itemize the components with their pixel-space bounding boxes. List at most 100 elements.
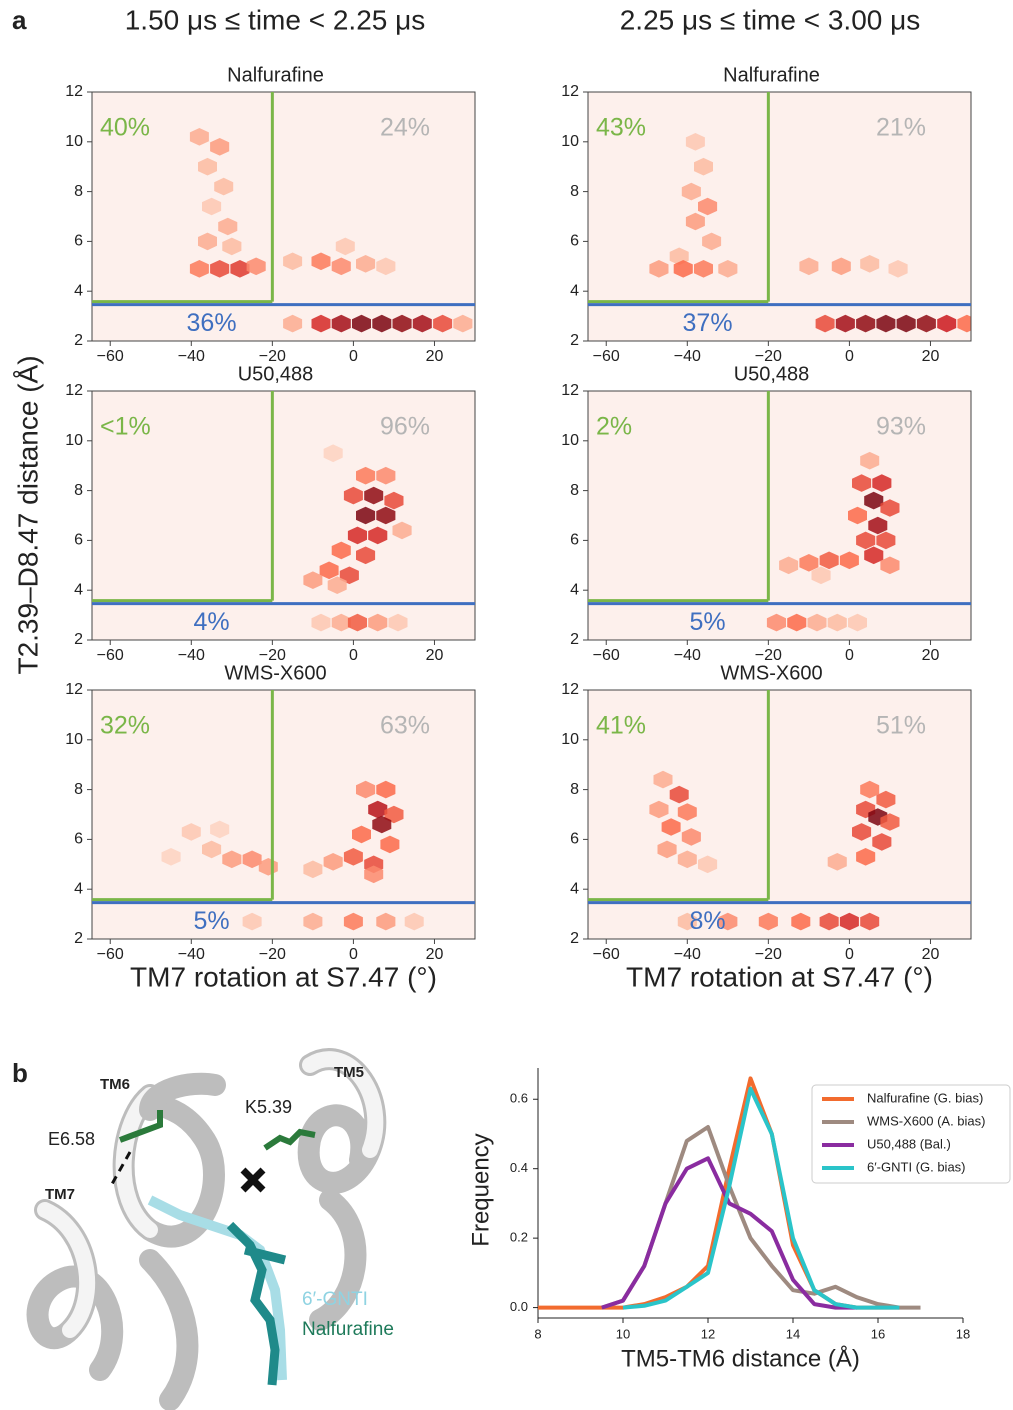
cells	[189, 128, 473, 333]
y-tick-label: 2	[74, 631, 83, 648]
hex-cell	[331, 541, 351, 560]
ligand	[226, 1221, 287, 1386]
x-tick-label: 0	[349, 647, 358, 664]
chart-title: WMS-X600	[224, 662, 326, 684]
legend-label: U50,488 (Bal.)	[867, 1136, 951, 1151]
y-tick-label: 2	[74, 332, 83, 349]
hex-cell	[831, 257, 851, 276]
hex-cell	[856, 531, 876, 550]
hex-cell	[368, 526, 388, 545]
x-tick-label: 20	[922, 946, 940, 963]
x-tick-label: −60	[593, 946, 620, 963]
hex-cell	[453, 314, 473, 333]
cells	[649, 133, 971, 333]
y-tick-label: 10	[561, 432, 579, 449]
x-tick-label: 8	[534, 1326, 541, 1341]
hex-cell	[880, 499, 900, 517]
y-tick-label: 8	[74, 183, 83, 200]
x-axis-label: TM7 rotation at S7.47 (°)	[626, 961, 933, 992]
hex-cell	[694, 157, 713, 176]
hex-cell	[327, 576, 347, 594]
hex-cell	[799, 554, 819, 572]
structure-label: TM6	[100, 1076, 130, 1093]
y-tick-label: 2	[570, 332, 579, 349]
hex-cell	[888, 260, 908, 278]
x-tick-label: 0	[845, 348, 854, 365]
hex-cell	[827, 613, 847, 632]
hex-cell	[957, 314, 971, 333]
hex-cell	[827, 853, 847, 871]
plot-background	[92, 92, 475, 341]
hex-cell	[698, 855, 718, 874]
y-tick-label: 2	[570, 930, 579, 947]
hex-cell	[868, 516, 888, 535]
plot-frame	[587, 689, 972, 940]
hex-cell	[404, 912, 424, 931]
plot-frame	[91, 390, 476, 641]
hex-cell	[368, 800, 388, 819]
hex-cell	[311, 314, 331, 333]
x-tick-label: −20	[755, 647, 782, 664]
y-tick-label: 12	[65, 382, 83, 399]
cells	[161, 780, 424, 931]
hex-cell	[210, 138, 230, 156]
y-tick-label: 12	[65, 681, 83, 698]
y-tick-label: 6	[570, 233, 579, 250]
region-label: 93%	[876, 413, 926, 441]
hex-cell	[364, 865, 384, 884]
hex-cell	[161, 848, 181, 866]
x-tick-label: −40	[178, 348, 205, 365]
y-tick-label: 0.6	[510, 1091, 528, 1106]
x-tick-label: −40	[674, 946, 701, 963]
column-title: 1.50 μs ≤ time < 2.25 μs	[125, 4, 426, 35]
hex-cell	[372, 815, 392, 834]
x-axis-label: TM7 rotation at S7.47 (°)	[130, 961, 437, 992]
hex-cell	[677, 912, 697, 931]
hex-cell	[718, 260, 738, 278]
panel-label: a	[12, 5, 27, 35]
hex-cell	[181, 823, 201, 841]
hex-cell	[339, 566, 359, 585]
hex-cell	[352, 314, 371, 333]
hex-cell	[685, 133, 705, 151]
x-tick-label: 20	[426, 946, 444, 963]
region-label: 96%	[380, 413, 430, 441]
hex-cell	[356, 780, 376, 799]
hex-cell	[283, 252, 303, 271]
y-axis-label: Frequency	[467, 1133, 494, 1246]
hex-cell	[815, 314, 835, 333]
x-tick-label: −60	[97, 946, 124, 963]
y-tick-label: 10	[65, 432, 83, 449]
hex-cell	[372, 314, 392, 333]
y-tick-label: 4	[74, 282, 83, 299]
x-tick-label: 0	[845, 946, 854, 963]
y-tick-label: 12	[561, 681, 579, 698]
hex-cell	[210, 260, 230, 278]
hex-cell	[384, 805, 404, 824]
hex-cell	[848, 506, 867, 525]
hex-cell	[343, 912, 363, 931]
hex-cell	[787, 613, 807, 632]
hex-cell	[876, 531, 896, 550]
hex-cell	[376, 506, 396, 525]
hex-cell	[685, 212, 705, 231]
panel-label: b	[12, 1058, 28, 1088]
hex-cell	[864, 546, 884, 565]
residue-stick	[118, 1110, 316, 1151]
salt-bridge	[110, 1151, 132, 1185]
region-label: 2%	[596, 413, 632, 441]
cross-mark	[240, 1167, 266, 1193]
hex-cell	[649, 260, 669, 278]
region-label: 36%	[187, 309, 237, 337]
hex-cell	[872, 833, 892, 851]
region-label: 32%	[100, 712, 150, 740]
y-tick-label: 6	[74, 233, 83, 250]
hex-cell	[839, 551, 859, 570]
hexbin-plot: −60 −40 −20 0 20 2 4 6 8 10 12 43% 21% 37% Nalfurafine	[561, 64, 972, 365]
hex-cell	[937, 314, 957, 333]
plot-frame	[91, 91, 476, 342]
hex-cell	[242, 850, 262, 869]
region-label: 51%	[876, 712, 926, 740]
hex-cell	[856, 848, 876, 866]
y-tick-label: 2	[74, 930, 83, 947]
